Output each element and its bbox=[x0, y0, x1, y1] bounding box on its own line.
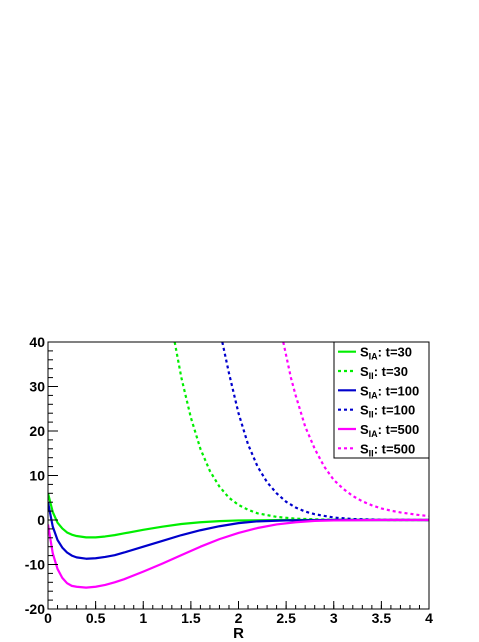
legend-entry-main: S bbox=[360, 383, 369, 398]
series-line-4 bbox=[221, 342, 429, 522]
legend-entry-sub: IA bbox=[369, 390, 379, 400]
legend-entry-main: S bbox=[360, 403, 369, 418]
legend-entry-sub: II bbox=[369, 371, 374, 381]
legend-entry-label: SIA: t=100 bbox=[360, 383, 419, 400]
legend-entry-sub: II bbox=[369, 410, 374, 420]
x-tick-label: 3 bbox=[330, 610, 338, 626]
legend-entry-label: SIA: t=500 bbox=[360, 422, 419, 439]
y-tick-label: -10 bbox=[25, 557, 45, 573]
legend-entry-label: SII: t=100 bbox=[360, 403, 415, 420]
x-axis: 0 0.5 1 1.5 2 2.5 3 3.5 4 bbox=[44, 601, 433, 626]
x-axis-title: R bbox=[233, 625, 244, 642]
legend-entry-sub: IA bbox=[369, 352, 379, 362]
legend-entry-sub: IA bbox=[369, 429, 379, 439]
y-tick-label: 20 bbox=[29, 423, 45, 439]
x-tick-label: 0.5 bbox=[86, 610, 106, 626]
legend-box bbox=[333, 341, 430, 459]
series-line-5 bbox=[48, 518, 429, 589]
legend-entry-tail: : t=100 bbox=[378, 383, 420, 398]
x-tick-label: 0 bbox=[44, 610, 52, 626]
legend-entry-sub: II bbox=[369, 448, 374, 458]
x-tick-label: 3.5 bbox=[372, 610, 392, 626]
y-tick-label: -20 bbox=[25, 601, 45, 617]
legend-entry-main: S bbox=[360, 422, 369, 437]
x-tick-label: 2 bbox=[235, 610, 243, 626]
legend-entry-main: S bbox=[360, 364, 369, 379]
y-tick-label: 30 bbox=[29, 379, 45, 395]
y-axis: -20 -10 0 10 20 30 40 bbox=[25, 334, 58, 617]
legend-entry-label: SIA: t=30 bbox=[360, 345, 412, 362]
y-tick-label: 10 bbox=[29, 468, 45, 484]
legend-entry-tail: : t=30 bbox=[374, 364, 408, 379]
legend-entry-label: SII: t=30 bbox=[360, 364, 408, 381]
legend-entry-tail: : t=500 bbox=[378, 422, 420, 437]
legend-entry-label: SII: t=500 bbox=[360, 441, 415, 458]
legend-entry-main: S bbox=[360, 441, 369, 456]
series-layer bbox=[48, 342, 429, 589]
legend-entry-tail: : t=30 bbox=[378, 345, 412, 360]
y-tick-label: 40 bbox=[29, 334, 45, 350]
legend-entry-tail: : t=500 bbox=[374, 441, 416, 456]
x-tick-label: 2.5 bbox=[276, 610, 296, 626]
legend-entry-tail: : t=100 bbox=[374, 403, 416, 418]
x-tick-label: 1.5 bbox=[181, 610, 201, 626]
x-tick-label: 1 bbox=[139, 610, 147, 626]
y-tick-label: 0 bbox=[37, 512, 45, 528]
legend-entry-main: S bbox=[360, 345, 369, 360]
x-tick-label: 4 bbox=[425, 610, 433, 626]
series-line-3 bbox=[48, 501, 429, 560]
